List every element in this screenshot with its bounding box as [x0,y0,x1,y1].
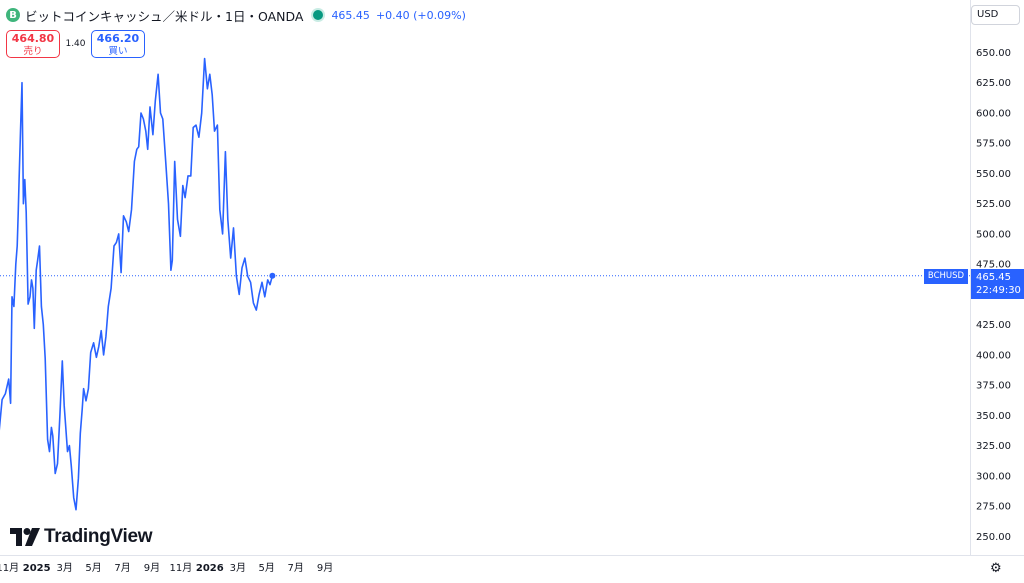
x-tick-label: 9月 [317,562,333,574]
x-tick-label: 2026 [196,563,224,574]
gear-icon[interactable]: ⚙ [990,561,1002,576]
symbol-header: B ビットコインキャッシュ／米ドル・1日・OANDA 465.45 +0.40 … [6,6,466,24]
price-tag-price: 465.45 [976,272,1011,283]
spread-value: 1.40 [65,39,86,49]
y-tick-label: 475.00 [976,260,1011,271]
sell-button[interactable]: 464.80 売り [6,30,60,58]
tradingview-logo-icon [10,528,40,546]
x-tick-label: 5月 [259,562,275,574]
last-price-point [269,272,276,279]
symbol-title[interactable]: ビットコインキャッシュ／米ドル・1日・OANDA [25,8,304,24]
x-tick-label: 3月 [230,562,246,574]
y-tick-label: 500.00 [976,229,1011,240]
y-tick-label: 625.00 [976,78,1011,89]
symbol-tag: BCHUSD [924,269,968,284]
y-tick-label: 550.00 [976,169,1011,180]
price-axis[interactable]: 250.00 275.00 300.00 325.00 350.00 375.00 400.… [976,48,1011,543]
y-tick-label: 300.00 [976,471,1011,482]
price-tag-countdown: 22:49:30 [976,285,1021,296]
y-tick-label: 525.00 [976,199,1011,210]
currency-selector[interactable]: USD [971,5,1020,25]
price-line [0,57,274,511]
buy-label: 買い [108,46,128,57]
buy-price: 466.20 [96,32,140,45]
price-tag: 465.45 22:49:30 [971,269,1024,299]
y-tick-label: 425.00 [976,320,1011,331]
y-tick-label: 275.00 [976,502,1011,513]
y-tick-label: 350.00 [976,411,1011,422]
x-tick-label: 7月 [287,562,303,574]
y-tick-label: 250.00 [976,532,1011,543]
y-tick-label: 650.00 [976,48,1011,59]
y-tick-label: 400.00 [976,350,1011,361]
x-tick-label: 11月 [169,562,192,574]
x-tick-label: 3月 [56,562,72,574]
tradingview-logo[interactable]: TradingView [10,526,153,548]
x-tick-label: 7月 [114,562,130,574]
market-open-status-icon [313,10,324,20]
last-price: 465.45 [331,8,370,22]
y-tick-label: 375.00 [976,381,1011,392]
y-tick-label: 575.00 [976,139,1011,150]
x-tick-label: 2025 [23,563,51,574]
x-tick-label: 11月 [0,562,19,574]
buy-button[interactable]: 466.20 買い [91,30,145,58]
price-change: +0.40 (+0.09%) [375,8,466,22]
bitcoin-cash-icon: B [6,8,20,22]
time-axis[interactable]: 11月 2025 3月 5月 7月 9月 11月 2026 3月 5月 7月 9月 [0,562,333,574]
x-tick-label: 9月 [144,562,160,574]
x-tick-label: 5月 [85,562,101,574]
y-tick-label: 325.00 [976,441,1011,452]
sell-label: 売り [23,46,43,57]
tradingview-logo-text: TradingView [44,526,153,547]
y-tick-label: 600.00 [976,108,1011,119]
sell-price: 464.80 [11,32,55,45]
